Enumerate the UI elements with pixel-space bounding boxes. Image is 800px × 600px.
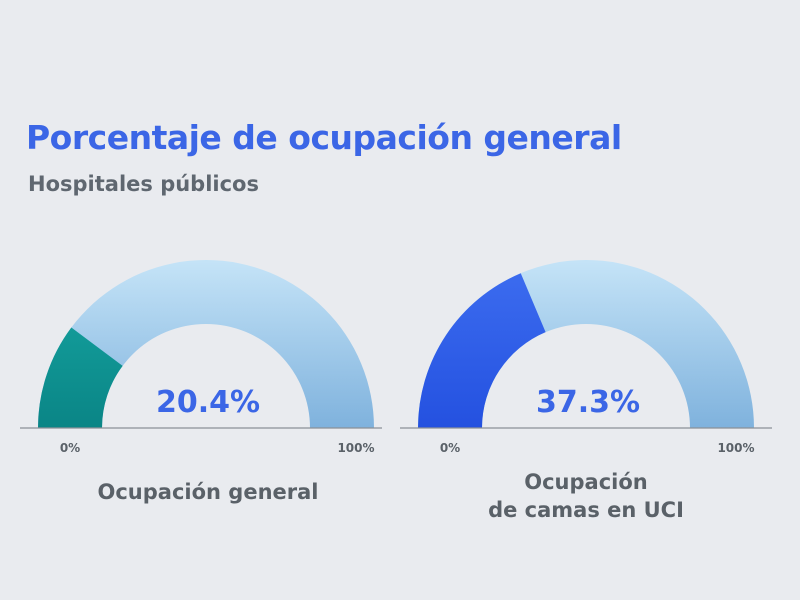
- gauge-2-fill: [418, 273, 546, 428]
- gauge-1-caption-line-1: Ocupación general: [97, 480, 319, 504]
- gauge-2-caption-line-2: de camas en UCI: [488, 498, 684, 522]
- gauge-1-fill: [38, 327, 123, 428]
- gauge-ocupacion-general: 20.4% 0% 100%: [38, 260, 375, 455]
- gauge-ocupacion-uci: 37.3% 0% 100%: [418, 260, 755, 455]
- gauge-1-max-label: 100%: [337, 441, 374, 455]
- chart-subtitle: Hospitales públicos: [28, 172, 259, 196]
- gauge-2-caption-line-1: Ocupación: [524, 470, 648, 494]
- chart-title: Porcentaje de ocupación general: [26, 118, 622, 157]
- gauge-2-value-label: 37.3%: [536, 385, 640, 420]
- gauge-2-caption: Ocupación de camas en UCI: [436, 468, 736, 524]
- gauge-1-min-label: 0%: [60, 441, 80, 455]
- gauge-1-caption: Ocupación general: [58, 478, 358, 506]
- gauge-2-min-label: 0%: [440, 441, 460, 455]
- gauge-2-max-label: 100%: [717, 441, 754, 455]
- gauge-1-value-label: 20.4%: [156, 385, 260, 420]
- gauge-1-track: [38, 260, 374, 428]
